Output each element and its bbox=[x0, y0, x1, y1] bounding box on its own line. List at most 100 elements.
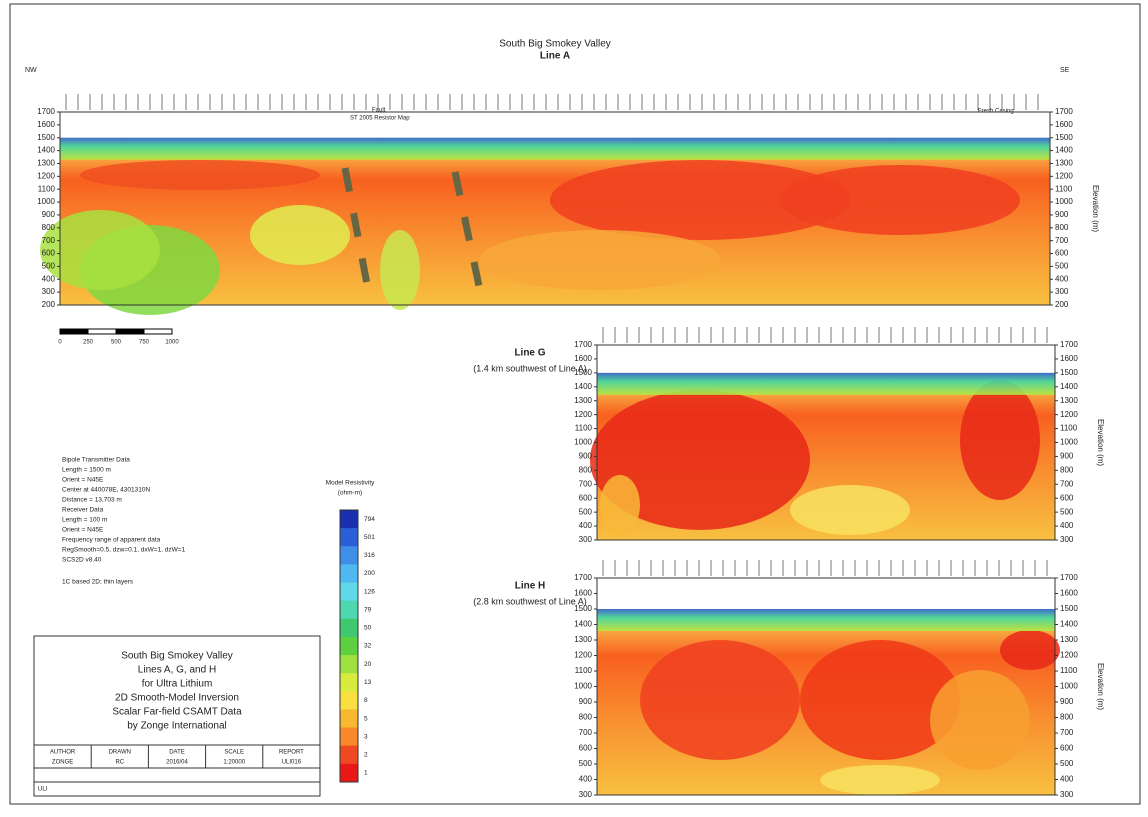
y-tick-label: 1000 bbox=[574, 438, 592, 447]
table-header: DATE bbox=[169, 750, 185, 756]
annotation: Fault bbox=[372, 108, 386, 114]
surface-layer bbox=[597, 372, 1055, 395]
y-tick-label: 400 bbox=[1060, 521, 1074, 530]
resistivity-zone bbox=[600, 475, 640, 535]
y-tick-label: 1200 bbox=[37, 171, 55, 180]
y-tick-label: 1400 bbox=[574, 382, 592, 391]
colorbar-swatch bbox=[340, 618, 358, 638]
scale-label: 250 bbox=[83, 340, 94, 346]
colorbar-label: 8 bbox=[364, 697, 368, 704]
y-tick-label: 400 bbox=[1055, 274, 1069, 283]
y-tick-label: 200 bbox=[1055, 300, 1069, 309]
line-a-label: Line A bbox=[540, 51, 570, 62]
resistivity-zone bbox=[80, 160, 320, 190]
colorbar-label: 1 bbox=[364, 770, 368, 777]
colorbar-swatch bbox=[340, 763, 358, 783]
y-tick-label: 500 bbox=[42, 262, 56, 271]
colorbar-label: 501 bbox=[364, 534, 375, 541]
axis-label: Elevation (m) bbox=[1091, 185, 1100, 232]
y-tick-label: 300 bbox=[42, 287, 56, 296]
y-tick-label: 700 bbox=[1055, 236, 1069, 245]
y-tick-label: 1400 bbox=[574, 620, 592, 629]
y-tick-label: 500 bbox=[1060, 759, 1074, 768]
y-tick-label: 1700 bbox=[1060, 340, 1078, 349]
end-label: SE bbox=[1060, 67, 1070, 74]
colorbar-swatch bbox=[340, 528, 358, 547]
y-tick-label: 1700 bbox=[1055, 107, 1073, 116]
y-tick-label: 1100 bbox=[1055, 184, 1073, 193]
table-value: ULI016 bbox=[282, 760, 302, 766]
note: Center at 440078E, 4301310N bbox=[62, 487, 150, 494]
resistivity-zone bbox=[250, 205, 350, 265]
y-tick-label: 1200 bbox=[1060, 651, 1078, 660]
y-tick-label: 1000 bbox=[37, 197, 55, 206]
colorbar-label: 794 bbox=[364, 516, 375, 523]
colorbar-frame bbox=[339, 509, 359, 783]
colorbar-label: 3 bbox=[364, 733, 368, 740]
colorbar-label: 2 bbox=[364, 752, 368, 759]
y-tick-label: 900 bbox=[579, 452, 593, 461]
y-tick-label: 1600 bbox=[574, 354, 592, 363]
y-tick-label: 800 bbox=[1060, 465, 1074, 474]
resistivity-zone bbox=[1000, 630, 1060, 670]
resistivity-zone bbox=[480, 230, 720, 290]
y-tick-label: 1000 bbox=[1055, 197, 1073, 206]
y-tick-label: 1500 bbox=[1055, 133, 1073, 142]
y-tick-label: 500 bbox=[1055, 262, 1069, 271]
y-tick-label: 1700 bbox=[574, 573, 592, 582]
end-label: NW bbox=[25, 67, 37, 74]
colorbar: Model Resistivity(ohm-m)7945013162001267… bbox=[326, 480, 375, 783]
colorbar-label: 50 bbox=[364, 625, 372, 632]
section-subtitle: (1.4 km southwest of Line A) bbox=[473, 363, 587, 373]
y-tick-label: 1600 bbox=[1055, 120, 1073, 129]
resistivity-zone bbox=[800, 640, 960, 760]
note: Orient = N45E bbox=[62, 477, 104, 484]
frame bbox=[9, 3, 1141, 805]
note: Length = 1500 m bbox=[62, 467, 111, 474]
table-header: DRAWN bbox=[109, 750, 131, 756]
y-tick-label: 1200 bbox=[1055, 171, 1073, 180]
table-value: 1:20000 bbox=[223, 760, 245, 766]
y-tick-label: 800 bbox=[579, 713, 593, 722]
table-value: 2016/04 bbox=[166, 760, 188, 766]
y-tick-label: 700 bbox=[1060, 728, 1074, 737]
colorbar-label: 13 bbox=[364, 679, 372, 686]
y-tick-label: 500 bbox=[579, 507, 593, 516]
title-line: South Big Smokey Valley bbox=[121, 651, 233, 662]
y-tick-label: 1300 bbox=[1060, 635, 1078, 644]
resistivity-zone bbox=[40, 210, 160, 290]
scale-label: 1000 bbox=[165, 340, 179, 346]
y-tick-label: 1100 bbox=[38, 184, 56, 193]
resistivity-zone bbox=[640, 640, 800, 760]
y-tick-label: 300 bbox=[1060, 790, 1074, 799]
y-tick-label: 1600 bbox=[1060, 354, 1078, 363]
colorbar-swatch bbox=[340, 600, 358, 620]
colorbar-swatch bbox=[340, 582, 358, 602]
y-tick-label: 900 bbox=[42, 210, 56, 219]
y-tick-label: 1000 bbox=[1060, 438, 1078, 447]
y-tick-label: 400 bbox=[42, 274, 56, 283]
y-tick-label: 700 bbox=[42, 236, 56, 245]
scale-segment bbox=[87, 328, 117, 335]
note: Receiver Data bbox=[62, 507, 104, 514]
y-tick-label: 1400 bbox=[1055, 146, 1073, 155]
y-tick-label: 400 bbox=[579, 521, 593, 530]
title-line: by Zonge International bbox=[127, 721, 227, 732]
y-tick-label: 300 bbox=[579, 535, 593, 544]
scale-label: 0 bbox=[58, 340, 62, 346]
table-header: SCALE bbox=[224, 750, 244, 756]
title-block: South Big Smokey Valley Lines A, G, and H… bbox=[33, 635, 321, 797]
y-tick-label: 1100 bbox=[575, 666, 593, 675]
axis-label: Elevation (m) bbox=[1096, 419, 1105, 466]
scale-label: 500 bbox=[111, 340, 122, 346]
y-tick-label: 500 bbox=[579, 759, 593, 768]
y-tick-label: 300 bbox=[1055, 287, 1069, 296]
y-tick-label: 900 bbox=[1060, 697, 1074, 706]
y-tick-label: 700 bbox=[579, 479, 593, 488]
resistivity-zone bbox=[780, 165, 1020, 235]
note: 1C based 2D; thin layers bbox=[62, 579, 134, 586]
colorbar-swatch bbox=[340, 636, 358, 656]
y-tick-label: 1600 bbox=[37, 120, 55, 129]
colorbar-label: 32 bbox=[364, 643, 372, 650]
